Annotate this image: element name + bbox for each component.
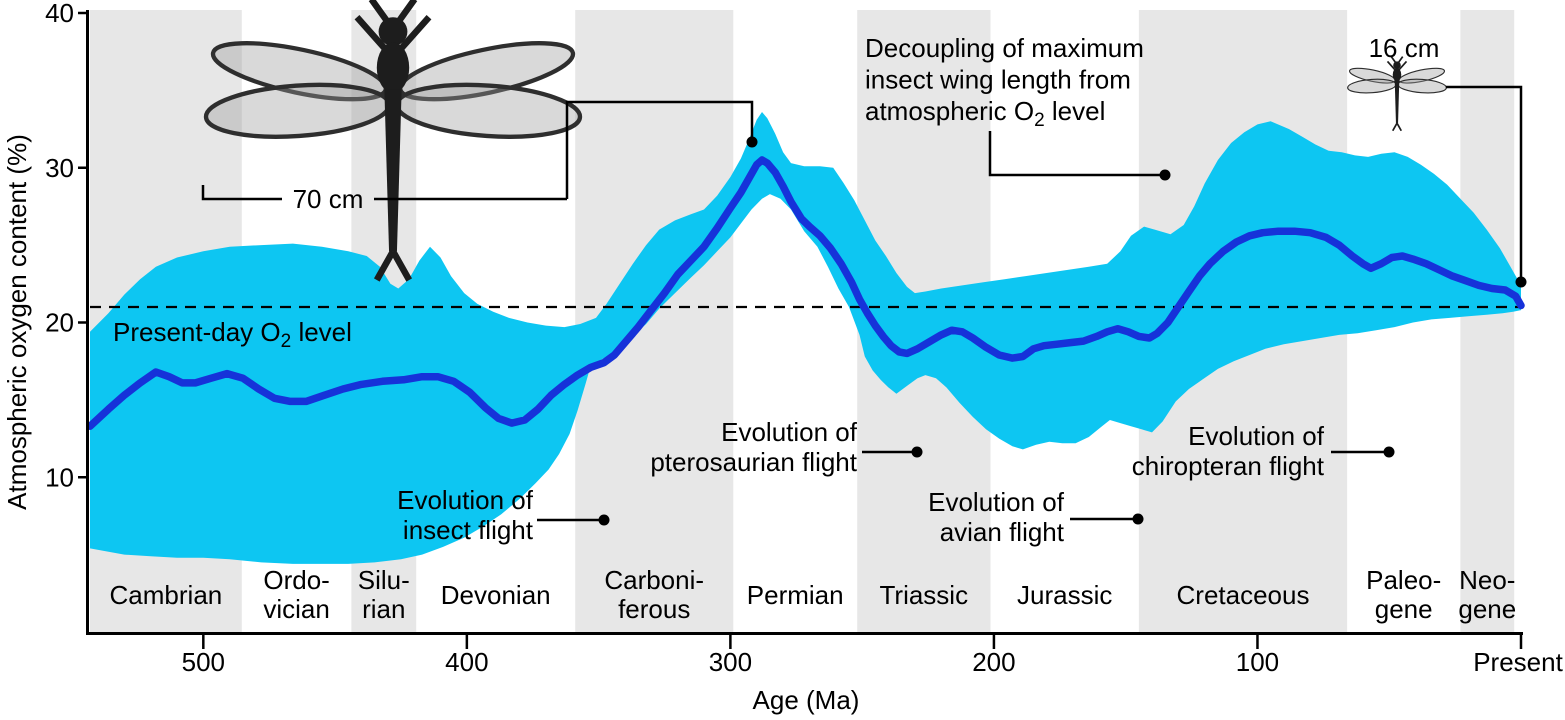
- uncertainty-band: [90, 112, 1521, 564]
- dragonfly-wing: [1347, 78, 1397, 94]
- period-label-triassic: Triassic: [880, 580, 969, 610]
- period-label-neogene: Neo-: [1459, 565, 1515, 595]
- annotation-text-evolution-chiropteran-flight: Evolution of: [1188, 421, 1325, 451]
- leader-dot-small-dragonfly: [1515, 276, 1527, 288]
- geologic-period-labels: Cambrian Ordo-vician Silu-rian Devonian Carb…: [110, 565, 1517, 624]
- dragonfly-wing: [394, 82, 583, 139]
- annotation-text-evolution-insect-flight: Evolution of: [397, 485, 534, 515]
- scale-marker-small-dragonfly: 16 cm: [1347, 33, 1527, 288]
- annotation-text-evolution-chiropteran-flight: chiropteran flight: [1132, 451, 1325, 481]
- annotation-text-evolution-avian-flight: avian flight: [940, 517, 1065, 547]
- x-tick-label-present: Present: [1473, 647, 1563, 677]
- small-dragonfly-illustration: [1347, 56, 1447, 132]
- y-tick-label-30: 30: [45, 153, 74, 183]
- scale-markers: 70 cm 16 cm: [201, 0, 1527, 288]
- period-label-paleogene: Paleo-: [1366, 565, 1441, 595]
- annotation-present-day-o2: Present-day O2 level: [113, 317, 352, 352]
- scale-marker-giant-dragonfly: 70 cm: [201, 0, 758, 282]
- x-tick-label-200: 200: [972, 647, 1015, 677]
- period-label-silurian: Silu-: [358, 565, 410, 595]
- annotation-text-present-day-o2: Present-day O2 level: [113, 317, 352, 352]
- annotation-text-evolution-avian-flight: Evolution of: [928, 487, 1065, 517]
- scale-label-small-dragonfly: 16 cm: [1369, 33, 1440, 63]
- dragonfly-head: [378, 17, 408, 46]
- leader-line-giant-dragonfly: [565, 100, 754, 199]
- scale-label-giant-dragonfly: 70 cm: [293, 184, 364, 214]
- period-band-neogene: [1460, 10, 1515, 632]
- annotation-text-evolution-pterosaurian-flight: pterosaurian flight: [650, 447, 857, 477]
- x-tick-label-500: 500: [182, 647, 225, 677]
- period-label-cambrian: Cambrian: [110, 580, 223, 610]
- leader-dot-decoupling-note: [1159, 169, 1171, 181]
- leader-dot-evolution-pterosaurian-flight: [911, 446, 923, 458]
- dragonfly-abdomen: [1394, 80, 1400, 124]
- period-label-ordovician: Ordo-: [263, 565, 329, 595]
- leader-line-small-dragonfly: [1446, 85, 1523, 282]
- x-tick-label-400: 400: [445, 647, 488, 677]
- leader-dot-evolution-insect-flight: [598, 514, 610, 526]
- y-tick-label-40: 40: [45, 0, 74, 28]
- giant-dragonfly-illustration: [203, 0, 583, 282]
- leader-line-decoupling-note: [988, 131, 1165, 177]
- y-axis-title: Atmospheric oxygen content (%): [2, 134, 32, 510]
- leader-dot-evolution-chiropteran-flight: [1383, 446, 1395, 458]
- annotation-text-decoupling-note: Decoupling of maximum: [865, 33, 1144, 63]
- y-tick-label-20: 20: [45, 308, 74, 338]
- period-label-carboniferous: Carboni-: [604, 565, 704, 595]
- period-label-neogene: gene: [1458, 594, 1516, 624]
- period-label-jurassic: Jurassic: [1017, 580, 1112, 610]
- dragonfly-thorax: [1392, 68, 1402, 82]
- scale-bracket-giant-dragonfly: [201, 185, 567, 201]
- period-label-cretaceous: Cretaceous: [1177, 580, 1310, 610]
- leader-dot-giant-dragonfly: [746, 136, 758, 148]
- dragonfly-thorax: [376, 42, 410, 93]
- x-tick-label-300: 300: [709, 647, 752, 677]
- x-axis-title: Age (Ma): [753, 685, 860, 715]
- dragonfly-abdomen: [384, 89, 402, 252]
- period-label-devonian: Devonian: [441, 580, 551, 610]
- x-tick-label-100: 100: [1236, 647, 1279, 677]
- leader-dot-evolution-avian-flight: [1132, 513, 1144, 525]
- period-label-ordovician: vician: [263, 594, 329, 624]
- annotation-text-evolution-insect-flight: insect flight: [403, 515, 534, 545]
- dragonfly-appendages: [1386, 56, 1408, 132]
- period-label-carboniferous: ferous: [618, 594, 690, 624]
- dragonfly-head: [1393, 61, 1401, 69]
- dragonfly-wing: [1397, 78, 1447, 94]
- period-label-permian: Permian: [747, 580, 844, 610]
- annotation-text-evolution-pterosaurian-flight: Evolution of: [721, 417, 858, 447]
- oxygen-content-line: [86, 156, 1525, 430]
- period-label-silurian: rian: [362, 594, 405, 624]
- annotation-text-decoupling-note: atmospheric O2 level: [865, 96, 1105, 131]
- dragonfly-appendages: [354, 0, 432, 282]
- period-label-paleogene: gene: [1375, 594, 1433, 624]
- annotation-text-decoupling-note: insect wing length from: [865, 65, 1131, 95]
- y-tick-label-10: 10: [45, 462, 74, 492]
